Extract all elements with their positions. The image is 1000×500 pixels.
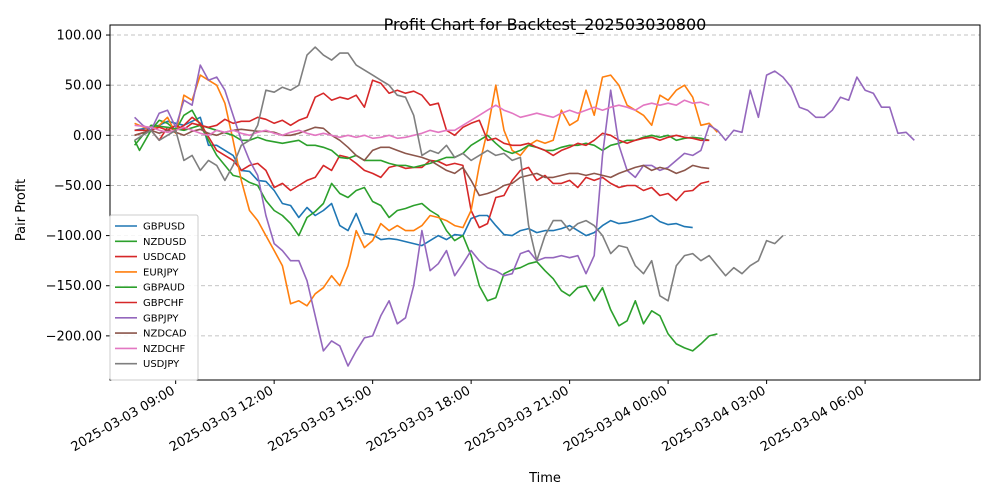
plot-area [133,46,915,367]
series-line-nzdchf [134,99,710,140]
series-line-gbpusd [134,116,693,247]
legend: GBPUSD NZDUSD USDCAD EURJPY GBPAUD GBPCHF GBPJ… [109,214,199,381]
y-tick-label: 0.00 [73,129,102,144]
legend-label: USDCAD [143,252,186,263]
legend-label: GBPAUD [143,283,185,294]
y-tick-label: −150.00 [46,279,102,294]
y-tick-label: −200.00 [46,329,102,344]
legend-label: NZDUSD [143,237,187,248]
legend-label: GBPUSD [143,222,185,233]
x-axis-title: Time [528,471,561,486]
y-tick-label: 50.00 [65,79,102,94]
plot-frame [109,24,981,381]
series-line-nzdcad [134,126,710,197]
legend-label: NZDCHF [143,344,186,355]
y-tick-label: 100.00 [57,29,103,44]
series-line-gbpjpy [134,64,915,367]
series-line-eurjpy [134,74,718,307]
series-line-gbpchf [134,79,710,157]
legend-label: GBPCHF [143,298,184,309]
series-line-usdjpy [134,46,784,302]
legend-label: USDJPY [143,359,180,370]
series-line-nzdusd [133,109,718,352]
legend-label: EURJPY [143,267,179,278]
y-axis: 100.00 50.00 0.00 −50.00 −100.00 −150.00 −200.… [46,29,110,344]
y-axis-title: Pair Profit [14,179,29,241]
y-tick-label: −100.00 [46,229,102,244]
legend-label: GBPJPY [143,313,179,324]
grid-layer [110,34,980,337]
legend-label: NZDCAD [143,329,187,340]
y-tick-label: −50.00 [54,179,102,194]
